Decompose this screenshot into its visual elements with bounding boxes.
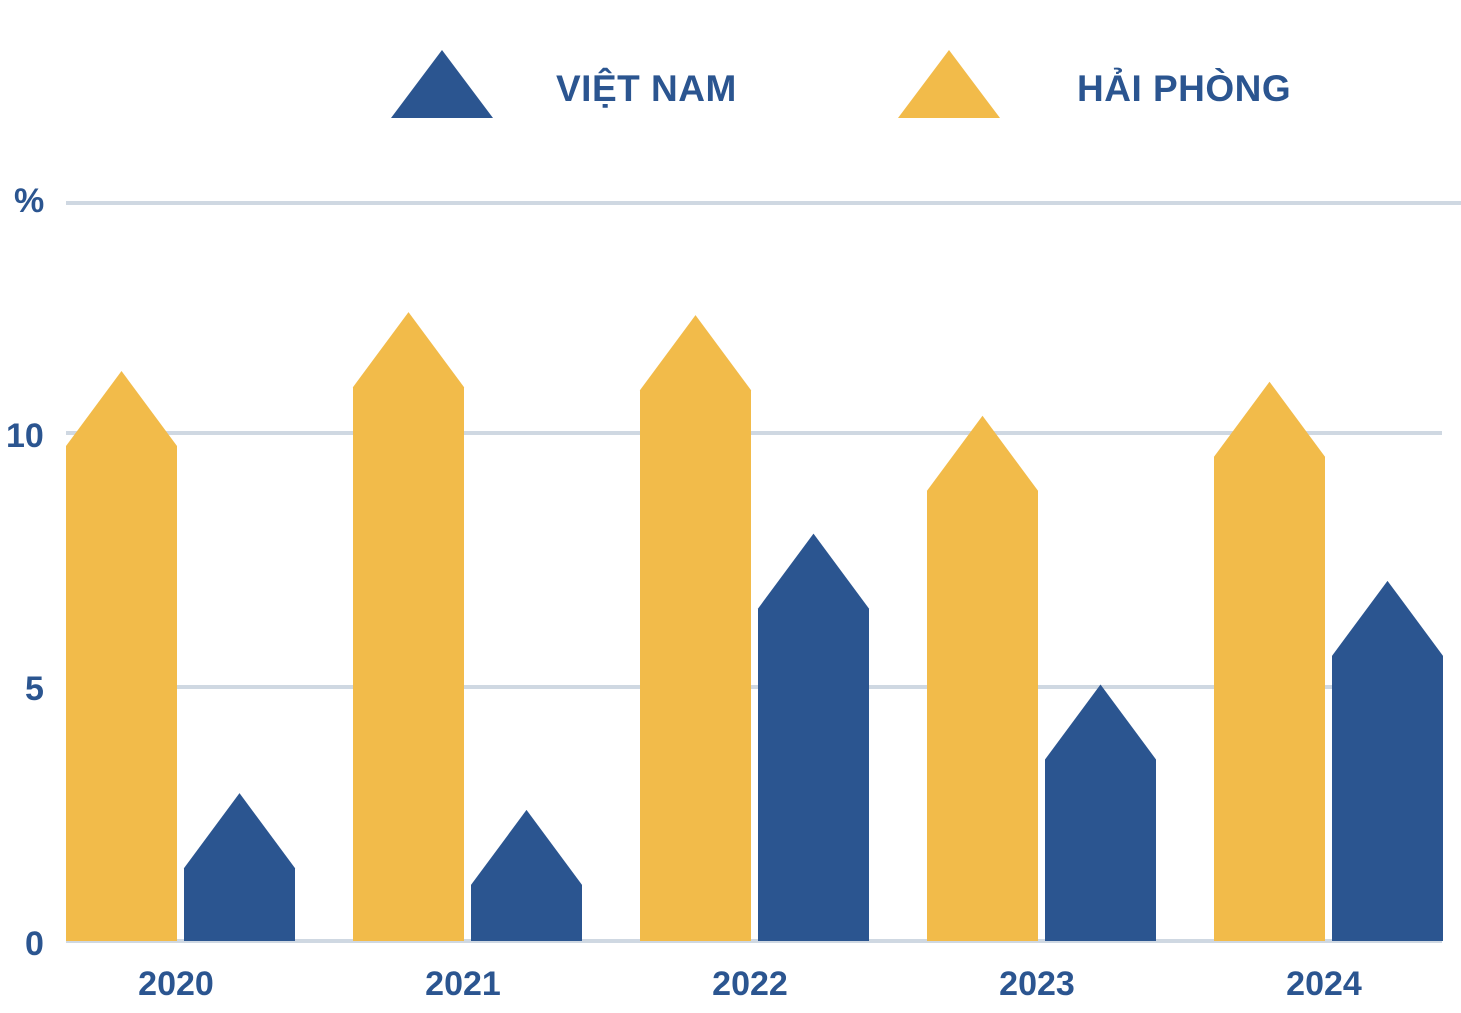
bar-vietnam-2023 [1045,684,1156,941]
y-tick-10: 10 [6,417,44,455]
x-label-2023: 2023 [999,965,1075,1003]
legend-label-haiphong: HẢI PHÒNG [1077,68,1292,109]
bar-haiphong-2020 [66,371,177,941]
bar-vietnam-2022 [758,533,869,941]
x-label-2022: 2022 [712,965,788,1003]
legend-label-vietnam: VIỆT NAM [556,68,737,109]
x-label-2020: 2020 [138,965,214,1003]
y-tick-5: 5 [25,670,44,708]
bar-haiphong-2023 [927,415,1038,941]
bar-vietnam-2021 [471,809,582,941]
legend-triangle-haiphong-icon [898,50,1000,118]
bar-haiphong-2024 [1214,381,1325,941]
y-tick-0: 0 [25,925,44,963]
x-label-2024: 2024 [1286,965,1362,1003]
bar-vietnam-2024 [1332,580,1443,941]
bar-haiphong-2022 [640,315,751,941]
x-label-2021: 2021 [425,965,501,1003]
legend-triangle-vietnam-icon [391,50,493,118]
y-axis-unit-label: % [14,182,45,220]
bar-haiphong-2021 [353,312,464,941]
bar-vietnam-2020 [184,793,295,941]
